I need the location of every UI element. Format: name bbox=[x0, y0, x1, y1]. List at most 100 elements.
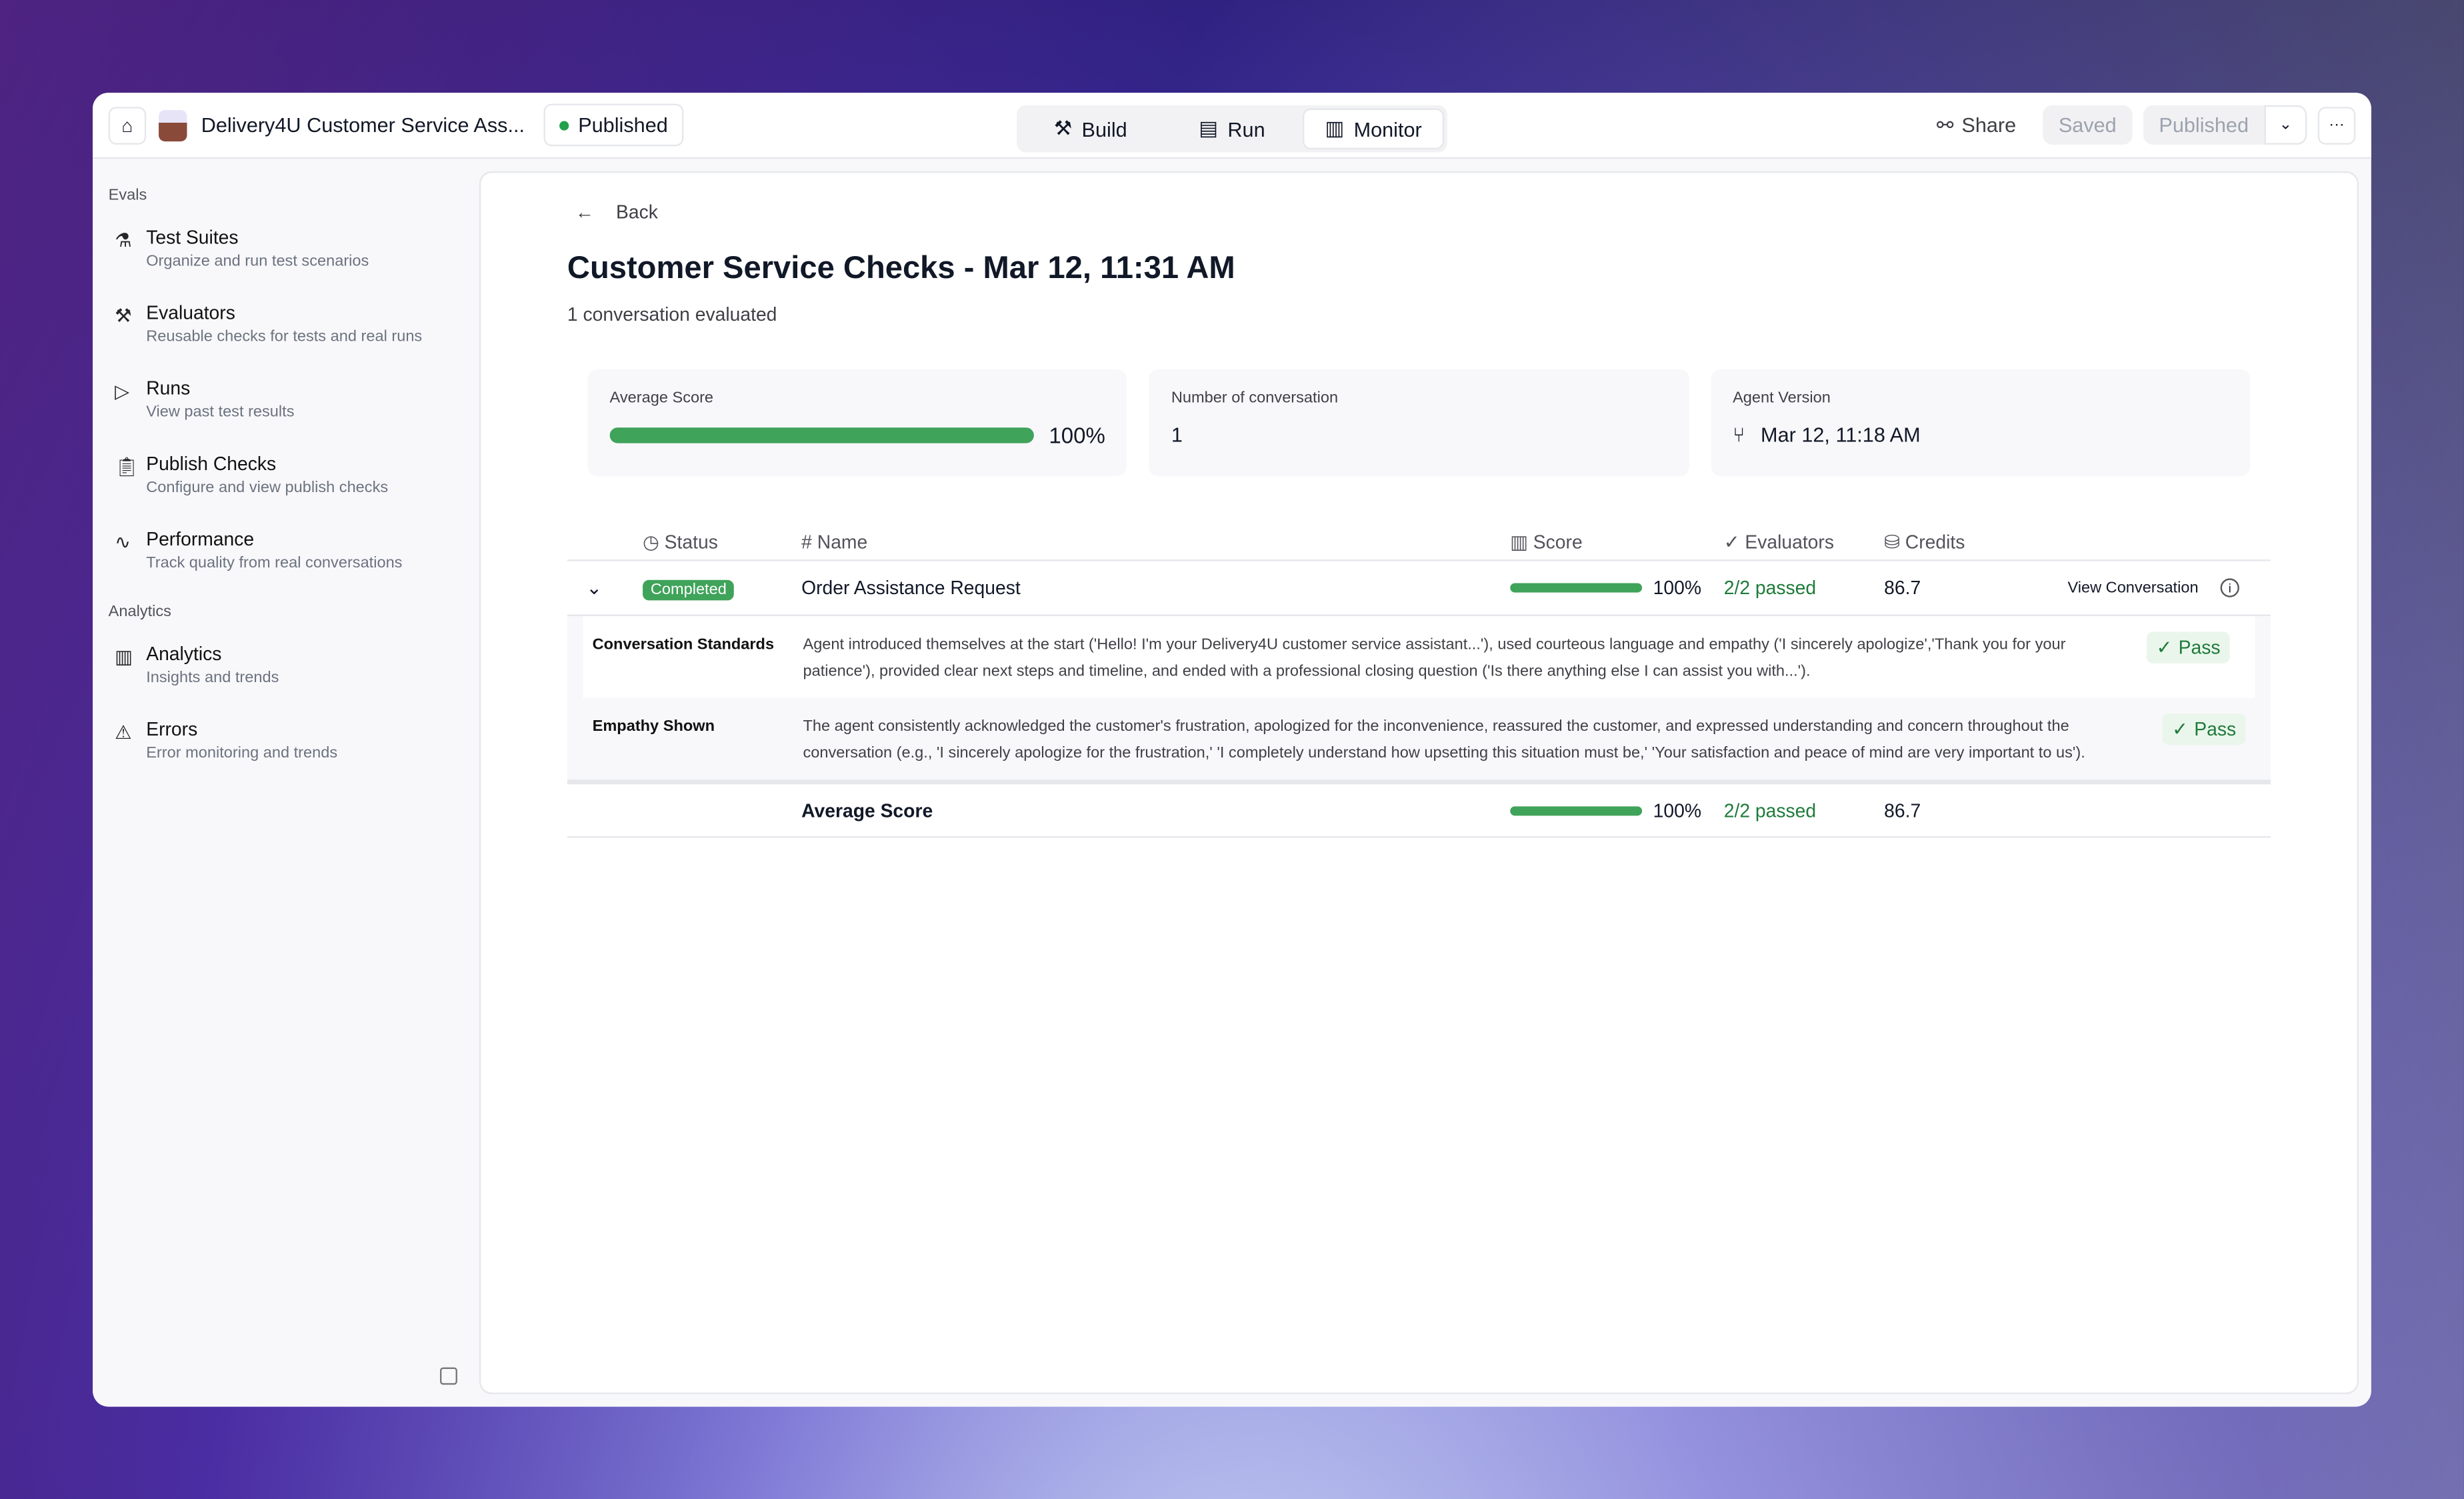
sidebar-item-publish-checks[interactable]: 📋︎ Publish Checks Configure and view publi… bbox=[115, 453, 463, 497]
view-conversation-link[interactable]: View Conversation bbox=[2067, 579, 2199, 597]
sidebar-item-evaluators[interactable]: ⚒ Evaluators Reusable checks for tests and… bbox=[115, 302, 463, 346]
hash-icon: # bbox=[801, 530, 812, 553]
hammer-icon: ⚒ bbox=[115, 305, 132, 327]
tab-run[interactable]: ▤ Run bbox=[1161, 109, 1303, 149]
agent-version-card: Agent Version ⑂ Mar 12, 11:18 AM bbox=[1711, 369, 2251, 477]
page-title: Customer Service Checks - Mar 12, 11:31 … bbox=[567, 251, 1235, 286]
sidebar-item-label: Runs bbox=[146, 377, 191, 399]
arrow-left-icon: ← bbox=[575, 201, 594, 223]
credits-value: 86.7 bbox=[1884, 799, 1921, 822]
sidebar-item-test-suites[interactable]: ⚗ Test Suites Organize and run test scenar… bbox=[115, 226, 463, 270]
summary-row: Average Score 100% 2/2 passed 86.7 bbox=[567, 784, 2271, 838]
top-bar: ⌂ Delivery4U Customer Service Ass... Pub… bbox=[93, 93, 2371, 159]
evaluator-reason: The agent consistently acknowledged the … bbox=[803, 718, 2085, 763]
progress-bar bbox=[609, 427, 1033, 443]
bar-chart-icon: ▥ bbox=[1325, 116, 1345, 140]
sidebar-item-desc: Error monitoring and trends bbox=[146, 745, 338, 763]
hammer-icon: ⚒ bbox=[1053, 116, 1073, 140]
agent-title[interactable]: Delivery4U Customer Service Ass... bbox=[201, 113, 525, 137]
status-dot bbox=[559, 120, 569, 130]
column-header: Name bbox=[817, 530, 868, 553]
mode-tabs: ⚒ Build ▤ Run ▥ Monitor bbox=[1017, 105, 1447, 153]
play-icon: ▷ bbox=[115, 380, 129, 403]
result-label: Pass bbox=[2178, 635, 2221, 658]
sidebar-item-analytics[interactable]: ▥ Analytics Insights and trends bbox=[115, 643, 463, 687]
tab-monitor[interactable]: ▥ Monitor bbox=[1303, 108, 1445, 149]
check-icon: ✓ bbox=[2172, 717, 2188, 740]
published-button[interactable]: Published bbox=[2143, 105, 2265, 145]
back-label: Back bbox=[615, 201, 658, 223]
sidebar-item-desc: View past test results bbox=[146, 403, 295, 421]
share-button[interactable]: ⚯ Share bbox=[1937, 113, 2016, 138]
bar-chart-icon: ▥ bbox=[1510, 530, 1528, 553]
coins-icon: ⛁ bbox=[1884, 530, 1900, 553]
clock-icon: ◷ bbox=[643, 530, 659, 553]
sidebar-item-desc: Organize and run test scenarios bbox=[146, 253, 369, 271]
saved-button[interactable]: Saved bbox=[2043, 105, 2133, 145]
check-circle-icon: ✓ bbox=[1723, 530, 1740, 553]
info-icon[interactable]: i bbox=[2220, 578, 2239, 597]
column-header: Status bbox=[664, 530, 718, 553]
pass-badge: ✓ Pass bbox=[2162, 713, 2246, 745]
column-header: Evaluators bbox=[1745, 530, 1834, 553]
average-score-card: Average Score 100% bbox=[587, 369, 1127, 477]
table-row[interactable]: ⌄ Completed Order Assistance Request 100… bbox=[567, 561, 2271, 616]
section-heading: Analytics bbox=[108, 603, 171, 621]
activity-icon: ∿ bbox=[115, 531, 131, 553]
sidebar-item-label: Publish Checks bbox=[146, 452, 277, 475]
tab-label: Build bbox=[1081, 117, 1127, 141]
clipboard-icon: 📋︎ bbox=[115, 455, 139, 478]
git-branch-icon: ⑂ bbox=[1733, 423, 1745, 447]
check-icon: ✓ bbox=[2156, 635, 2173, 658]
card-value: 100% bbox=[1049, 423, 1105, 448]
table-header: ◷ Status # Name ▥ Score ✓ Evaluators ⛁ C… bbox=[567, 523, 2271, 561]
sidebar-item-desc: Configure and view publish checks bbox=[146, 479, 389, 497]
collapse-sidebar-icon[interactable] bbox=[439, 1367, 457, 1385]
card-label: Number of conversation bbox=[1171, 389, 1339, 407]
warning-icon: ⚠ bbox=[115, 721, 132, 743]
more-button[interactable]: ··· bbox=[2317, 106, 2356, 144]
score-bar bbox=[1510, 583, 1643, 593]
bar-chart-icon: ▥ bbox=[115, 645, 133, 668]
chevron-down-icon[interactable]: ⌄ bbox=[586, 577, 602, 599]
score-value: 100% bbox=[1653, 577, 1702, 599]
sidebar-item-desc: Reusable checks for tests and real runs bbox=[146, 328, 423, 346]
agent-avatar bbox=[159, 109, 187, 141]
flask-icon: ⚗ bbox=[115, 229, 132, 252]
status-badge[interactable]: Published bbox=[543, 103, 684, 147]
tab-label: Run bbox=[1227, 117, 1265, 141]
credits-value: 86.7 bbox=[1884, 577, 1921, 599]
card-label: Average Score bbox=[609, 389, 714, 407]
sidebar-item-label: Errors bbox=[146, 718, 198, 741]
sidebar-item-label: Performance bbox=[146, 527, 255, 550]
chevron-down-icon[interactable]: ⌄ bbox=[2264, 105, 2307, 145]
sidebar-item-performance[interactable]: ∿ Performance Track quality from real conv… bbox=[115, 528, 463, 572]
sidebar-item-desc: Insights and trends bbox=[146, 669, 279, 687]
evaluator-name: Conversation Standards bbox=[592, 636, 775, 654]
card-value: Mar 12, 11:18 AM bbox=[1761, 423, 1921, 447]
more-icon: ··· bbox=[2329, 116, 2345, 134]
sidebar-item-desc: Track quality from real conversations bbox=[146, 555, 403, 572]
evaluator-reason: Agent introduced themselves at the start… bbox=[803, 636, 2066, 681]
evaluation-row: Conversation Standards Agent introduced t… bbox=[583, 615, 2255, 698]
row-name: Order Assistance Request bbox=[801, 577, 1021, 599]
pass-badge: ✓ Pass bbox=[2147, 631, 2230, 663]
sidebar-item-errors[interactable]: ⚠ Errors Error monitoring and trends bbox=[115, 718, 463, 762]
card-label: Agent Version bbox=[1733, 389, 1831, 407]
sidebar-item-runs[interactable]: ▷ Runs View past test results bbox=[115, 377, 463, 421]
share-label: Share bbox=[1961, 113, 2017, 137]
section-heading: Evals bbox=[108, 187, 147, 205]
document-icon: ▤ bbox=[1199, 116, 1219, 140]
page-subtitle: 1 conversation evaluated bbox=[567, 303, 777, 325]
sidebar: Evals ⚗ Test Suites Organize and run test … bbox=[93, 159, 479, 1407]
main-panel: ← Back Customer Service Checks - Mar 12, … bbox=[479, 171, 2359, 1394]
evaluators-value: 2/2 passed bbox=[1723, 799, 1817, 822]
tab-build[interactable]: ⚒ Build bbox=[1020, 109, 1161, 149]
evaluators-value: 2/2 passed bbox=[1723, 577, 1817, 599]
home-button[interactable]: ⌂ bbox=[108, 106, 147, 144]
card-value: 1 bbox=[1171, 423, 1183, 447]
share-icon: ⚯ bbox=[1936, 112, 1954, 136]
app-window: ⌂ Delivery4U Customer Service Ass... Pub… bbox=[93, 93, 2371, 1407]
sidebar-item-label: Test Suites bbox=[146, 226, 239, 249]
back-button[interactable]: ← Back bbox=[575, 201, 2271, 223]
